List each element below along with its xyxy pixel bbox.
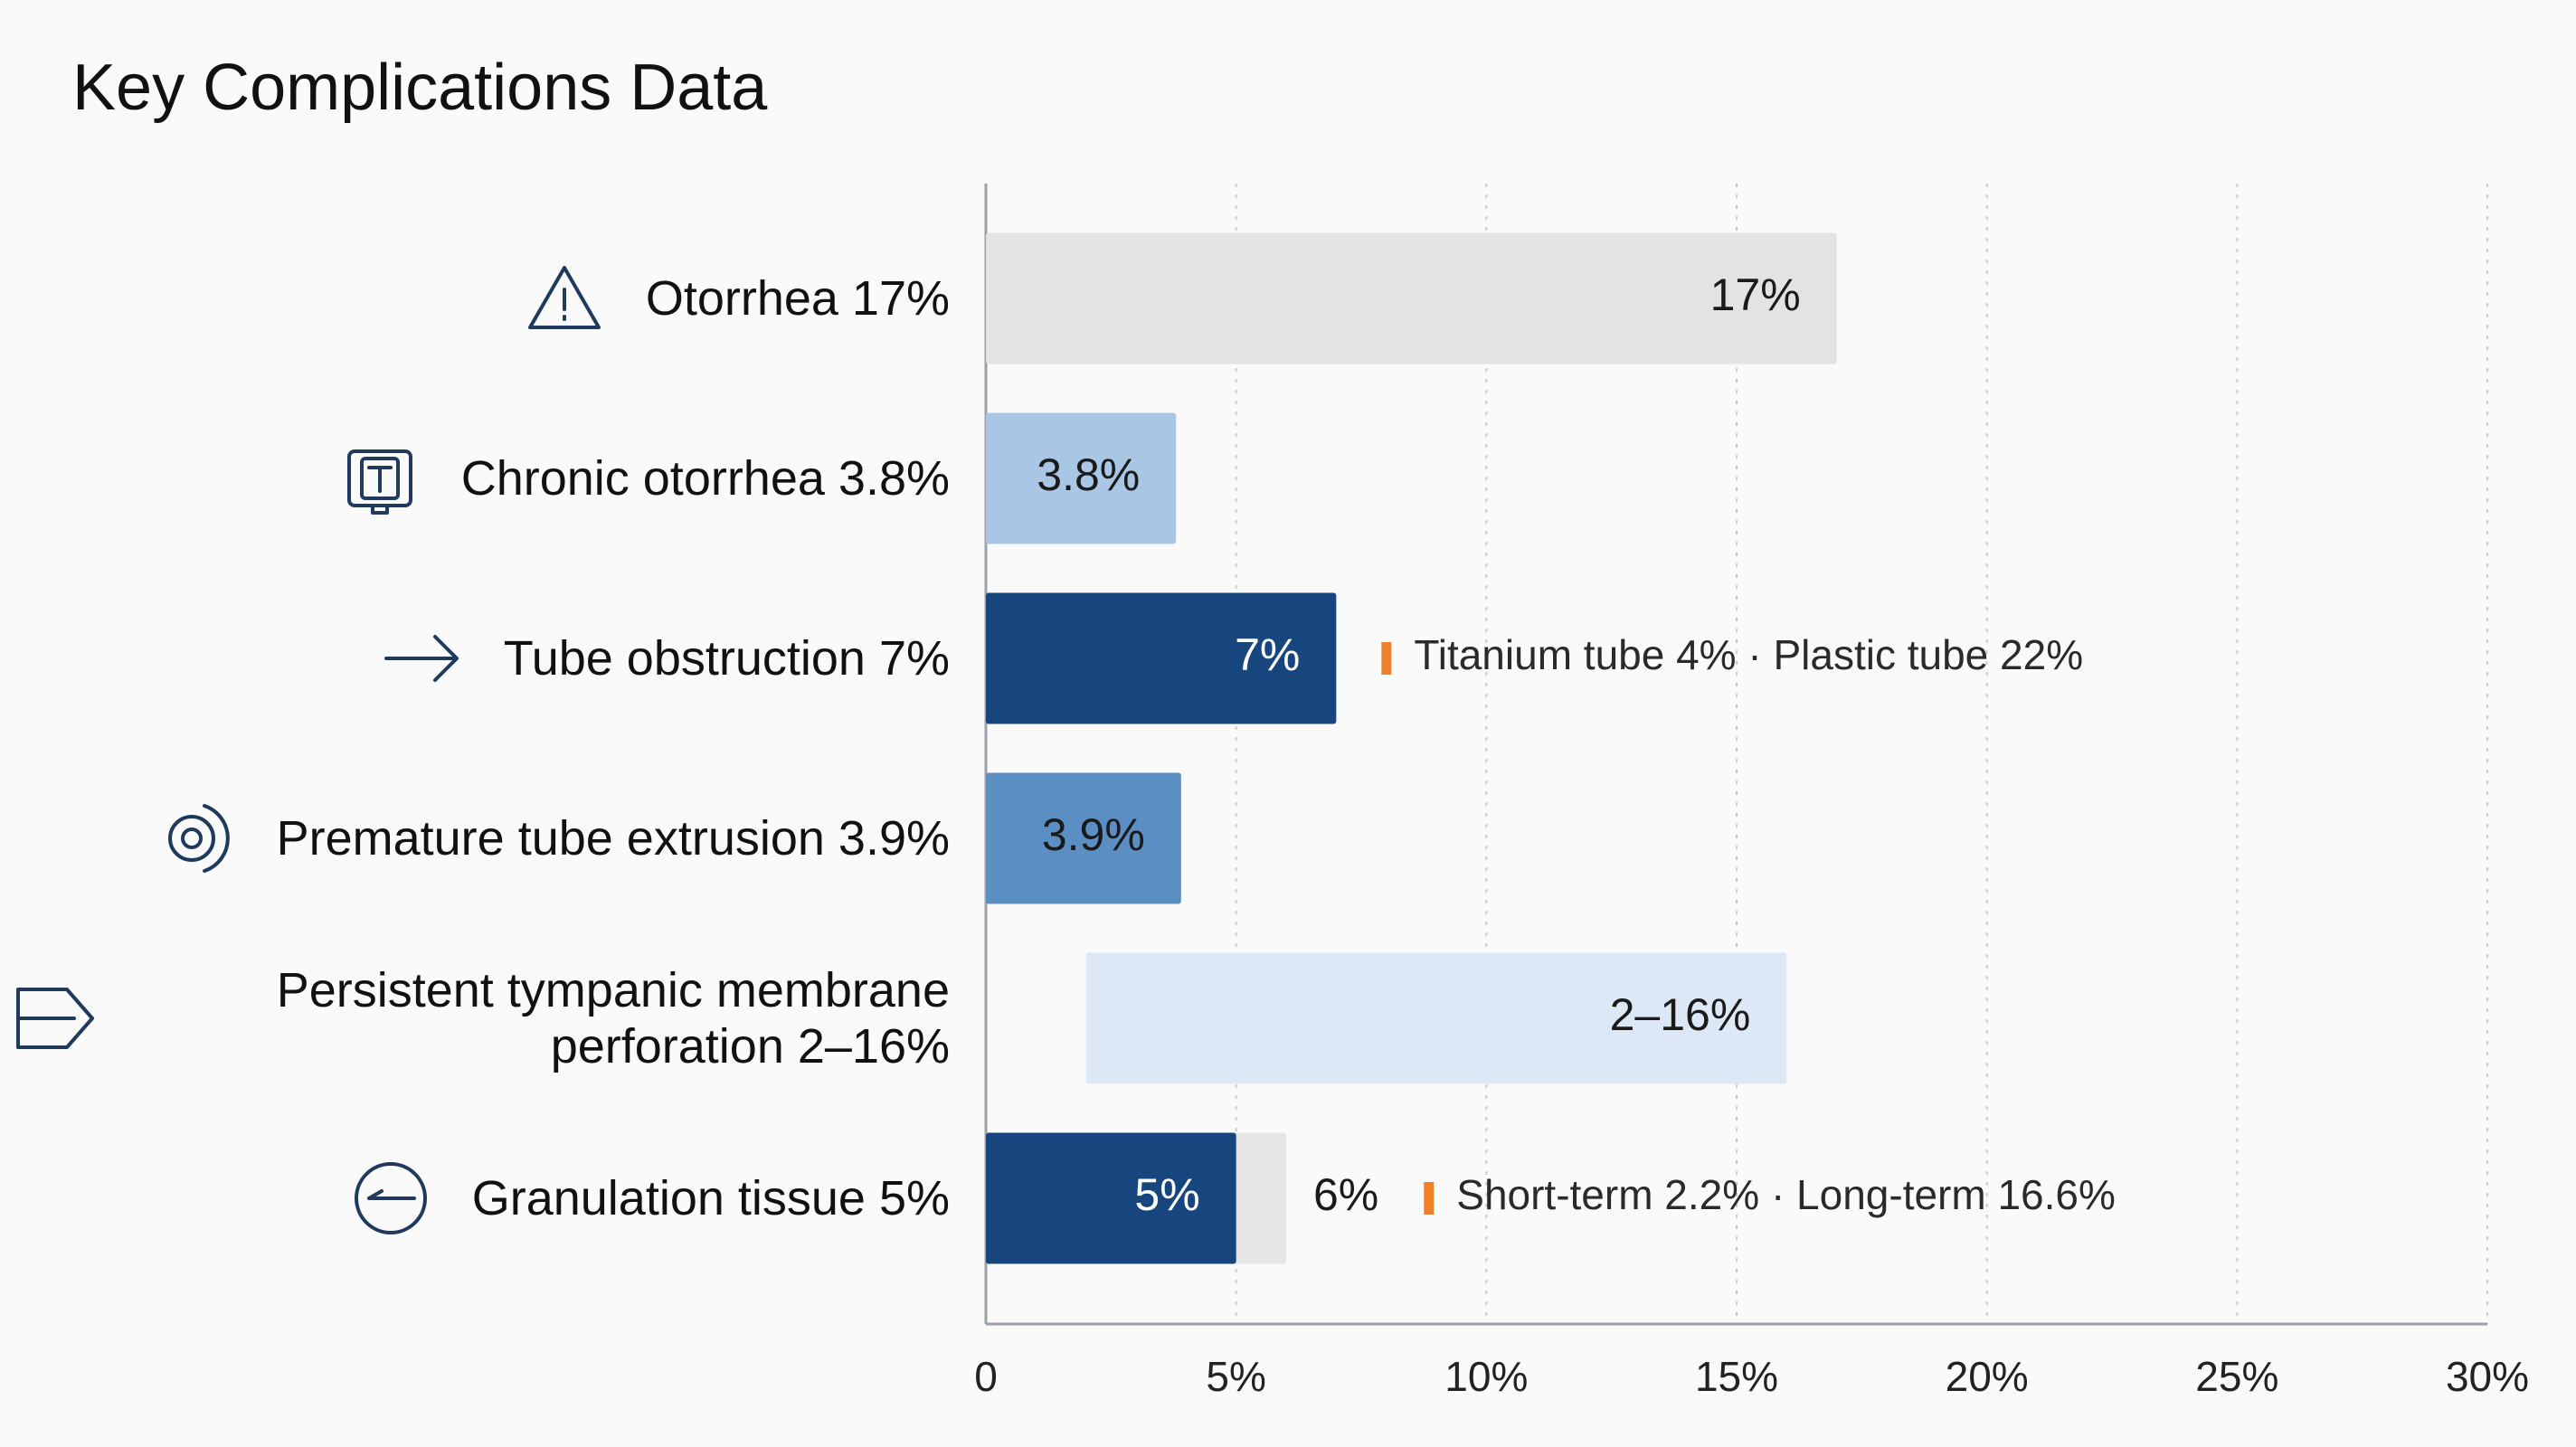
icon-shape bbox=[384, 635, 459, 682]
category-icon bbox=[168, 804, 230, 873]
x-tick-label: 15% bbox=[1695, 1353, 1778, 1400]
bar bbox=[986, 232, 1837, 364]
annotation-marker bbox=[1424, 1182, 1435, 1215]
x-tick-label: 10% bbox=[1444, 1353, 1528, 1400]
bar bbox=[1085, 952, 1787, 1084]
bar bbox=[986, 1132, 1236, 1264]
icon-shape bbox=[367, 466, 393, 515]
icon-shape bbox=[528, 266, 601, 329]
icon-shape bbox=[367, 1189, 416, 1200]
icon-shape bbox=[355, 1162, 427, 1234]
icon-shape bbox=[203, 804, 230, 873]
category-label: Premature tube extrusion 3.9% bbox=[276, 810, 950, 865]
x-tick-label: 25% bbox=[2195, 1353, 2278, 1400]
category-label: Persistent tympanic membrane perforation… bbox=[276, 962, 950, 1073]
category-label: Otorrhea 17% bbox=[645, 270, 950, 326]
x-tick-label: 5% bbox=[1206, 1353, 1265, 1400]
icon-shape bbox=[16, 988, 94, 1049]
x-tick-label: 30% bbox=[2446, 1353, 2529, 1400]
bar bbox=[986, 772, 1181, 904]
icon-shape bbox=[360, 457, 400, 500]
value-label: 17% bbox=[1710, 270, 1801, 320]
category-icon bbox=[355, 1162, 427, 1234]
annotation: Titanium tube 4% · Plastic tube 22% bbox=[1414, 631, 2083, 678]
category-label: Chronic otorrhea 3.8% bbox=[460, 450, 950, 506]
value-label: 3.9% bbox=[1042, 809, 1145, 860]
annotation: Short-term 2.2% · Long-term 16.6% bbox=[1456, 1171, 2116, 1218]
category-icon bbox=[16, 988, 94, 1049]
x-tick-label: 20% bbox=[1946, 1353, 2029, 1400]
value-label: 2–16% bbox=[1610, 989, 1751, 1040]
value-label: 7% bbox=[1235, 629, 1300, 680]
icon-shape bbox=[347, 449, 412, 507]
category-label: Granulation tissue 5% bbox=[471, 1170, 950, 1225]
value-label: 5% bbox=[1134, 1169, 1199, 1220]
icon-shape bbox=[168, 815, 215, 862]
bar bbox=[986, 412, 1177, 544]
category-icon bbox=[347, 449, 412, 515]
value-label: 3.8% bbox=[1037, 449, 1140, 500]
x-tick-label: 0 bbox=[974, 1353, 998, 1400]
category-icon bbox=[384, 635, 459, 682]
value-label: 6% bbox=[1313, 1169, 1378, 1220]
chart-title: Key Complications Data bbox=[72, 52, 768, 124]
annotation-marker bbox=[1381, 642, 1392, 675]
icon-shape bbox=[181, 828, 203, 849]
category-icon bbox=[528, 266, 601, 329]
bar bbox=[986, 592, 1337, 724]
category-label: Tube obstruction 7% bbox=[503, 630, 950, 686]
